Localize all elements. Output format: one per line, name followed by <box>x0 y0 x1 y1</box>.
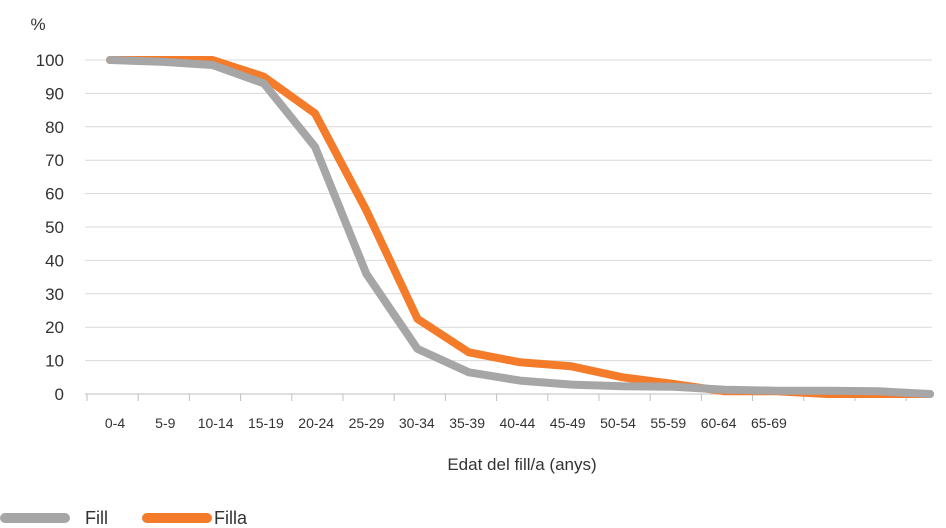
x-tick-label: 50-54 <box>600 415 636 431</box>
y-axis-label: % <box>30 15 45 34</box>
y-tick-label: 10 <box>45 352 64 371</box>
x-tick-label: 45-49 <box>550 415 586 431</box>
x-tick-label: 65-69 <box>751 415 787 431</box>
x-tick-label: 40-44 <box>499 415 535 431</box>
x-axis-label: Edat del fill/a (anys) <box>447 455 596 474</box>
x-tick-label: 15-19 <box>248 415 284 431</box>
x-tick-label: 30-34 <box>399 415 435 431</box>
x-tick-label: 5-9 <box>155 415 175 431</box>
series-lines <box>106 56 934 398</box>
y-tick-label: 50 <box>45 218 64 237</box>
x-tick-label: 25-29 <box>349 415 385 431</box>
grid-lines <box>85 59 932 362</box>
x-tick-label: 35-39 <box>449 415 485 431</box>
y-tick-label: 60 <box>45 185 64 204</box>
legend-label-fill: Fill <box>85 508 108 528</box>
y-tick-label: 90 <box>45 84 64 103</box>
y-tick-label: 30 <box>45 285 64 304</box>
x-tick-label: 60-64 <box>701 415 737 431</box>
y-tick-label: 70 <box>45 151 64 170</box>
legend: Fill Filla <box>0 508 248 528</box>
series-line-fill <box>106 56 934 398</box>
x-tick-label: 20-24 <box>298 415 334 431</box>
y-tick-label: 0 <box>55 385 64 404</box>
axes: 0 10 20 30 40 50 60 70 80 90 100 0-4 5-9 10-14 15-19 20… <box>36 51 932 431</box>
y-tick-label: 100 <box>36 51 64 70</box>
y-tick-label: 80 <box>45 118 64 137</box>
legend-label-filla: Filla <box>214 508 248 528</box>
x-tick-label: 55-59 <box>650 415 686 431</box>
y-tick-label: 20 <box>45 318 64 337</box>
x-tick-label: 0-4 <box>105 415 125 431</box>
y-tick-label: 40 <box>45 251 64 270</box>
x-tick-label: 10-14 <box>198 415 234 431</box>
